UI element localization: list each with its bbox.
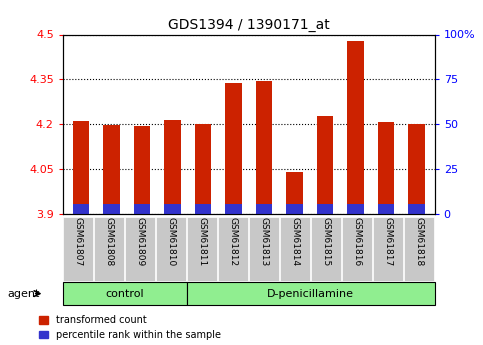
Bar (225, 204, 242, 214)
Bar (378, 204, 394, 214)
Text: GSM61807: GSM61807 (74, 217, 83, 267)
Bar (378, 122, 394, 214)
Bar (73, 121, 89, 214)
Bar (316, 116, 333, 214)
Bar (256, 204, 272, 214)
Text: agent: agent (7, 289, 40, 298)
Text: GSM61817: GSM61817 (384, 217, 393, 267)
Legend: transformed count, percentile rank within the sample: transformed count, percentile rank withi… (39, 315, 221, 340)
Bar (134, 204, 150, 214)
Bar (347, 41, 364, 214)
Bar (195, 124, 212, 214)
Text: control: control (105, 289, 144, 298)
Text: GSM61815: GSM61815 (322, 217, 331, 267)
Text: D-penicillamine: D-penicillamine (267, 289, 354, 298)
Bar (195, 204, 212, 214)
Bar (286, 172, 303, 214)
Text: GSM61813: GSM61813 (260, 217, 269, 267)
Text: GSM61809: GSM61809 (136, 217, 145, 267)
Bar (164, 204, 181, 214)
Bar (225, 83, 242, 214)
Bar (316, 204, 333, 214)
Bar (256, 81, 272, 214)
Text: GSM61818: GSM61818 (415, 217, 424, 267)
Bar (134, 126, 150, 214)
Bar (347, 204, 364, 214)
Bar (164, 120, 181, 214)
Text: GSM61816: GSM61816 (353, 217, 362, 267)
Text: GSM61811: GSM61811 (198, 217, 207, 267)
Bar (103, 125, 120, 214)
Bar (73, 204, 89, 214)
Bar (286, 204, 303, 214)
Text: GSM61808: GSM61808 (105, 217, 114, 267)
Text: GSM61814: GSM61814 (291, 217, 300, 266)
Text: GSM61812: GSM61812 (229, 217, 238, 266)
Text: GSM61810: GSM61810 (167, 217, 176, 267)
Title: GDS1394 / 1390171_at: GDS1394 / 1390171_at (168, 18, 329, 32)
Bar (408, 204, 425, 214)
Bar (408, 124, 425, 214)
Bar (103, 204, 120, 214)
